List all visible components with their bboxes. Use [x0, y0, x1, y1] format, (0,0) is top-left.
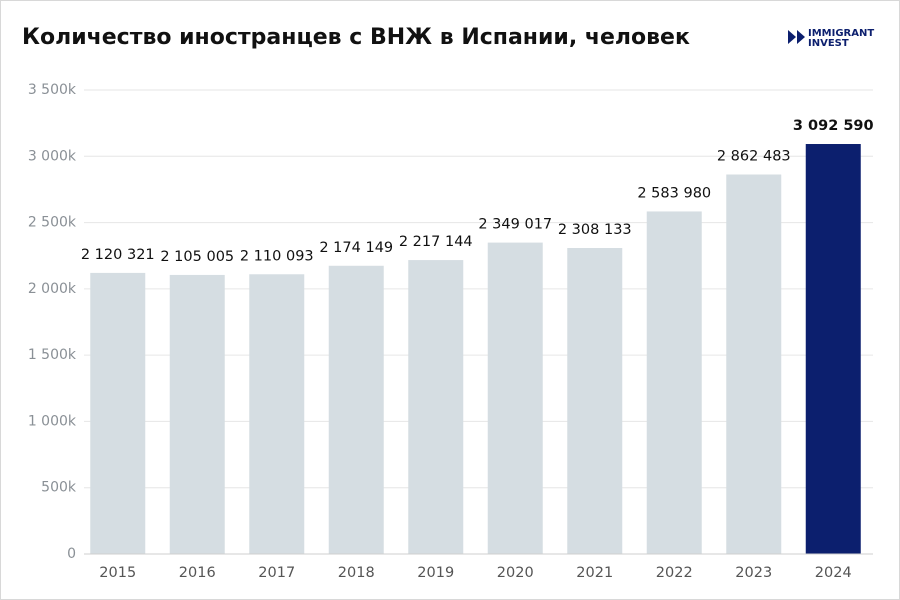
y-tick-label: 2 500k	[28, 215, 77, 231]
bar	[567, 248, 623, 554]
x-tick-label: 2023	[735, 565, 772, 581]
x-tick-label: 2020	[497, 565, 534, 581]
x-tick-label: 2017	[258, 565, 295, 581]
bar	[408, 260, 464, 554]
x-tick-label: 2016	[179, 565, 216, 581]
x-tick-label: 2022	[656, 565, 693, 581]
y-tick-label: 0	[67, 546, 76, 562]
logo-text: IMMIGRANT	[808, 28, 874, 39]
bar	[328, 265, 384, 554]
value-label: 2 583 980	[637, 185, 711, 201]
bar	[726, 174, 782, 554]
value-label: 2 308 133	[558, 222, 632, 238]
value-label: 2 174 149	[319, 240, 393, 256]
y-tick-label: 3 000k	[28, 148, 77, 164]
bar	[249, 274, 305, 554]
value-label: 2 110 093	[240, 248, 314, 264]
x-tick-label: 2019	[417, 565, 454, 581]
chart-title: Количество иностранцев с ВНЖ в Испании, …	[22, 25, 690, 50]
x-tick-label: 2015	[99, 565, 136, 581]
value-label: 2 217 144	[399, 234, 473, 250]
bar	[169, 274, 225, 554]
bar	[90, 272, 146, 554]
y-tick-label: 2 000k	[28, 281, 77, 297]
value-label: 2 120 321	[81, 247, 155, 263]
y-tick-label: 500k	[41, 480, 77, 496]
x-tick-label: 2021	[576, 565, 613, 581]
y-tick-label: 1 500k	[28, 347, 77, 363]
value-label: 3 092 590	[793, 118, 874, 134]
y-tick-label: 3 500k	[28, 82, 77, 98]
bar	[805, 144, 861, 554]
value-label: 2 349 017	[478, 217, 552, 233]
value-label: 2 105 005	[160, 249, 234, 265]
bar	[487, 242, 543, 554]
logo-text: INVEST	[808, 38, 849, 49]
y-tick-label: 1 000k	[28, 413, 77, 429]
value-label: 2 862 483	[717, 149, 791, 165]
x-tick-label: 2018	[338, 565, 375, 581]
logo: IMMIGRANT INVEST	[788, 28, 874, 49]
x-tick-label: 2024	[815, 565, 852, 581]
logo-icon	[788, 30, 805, 44]
bar	[646, 211, 702, 554]
